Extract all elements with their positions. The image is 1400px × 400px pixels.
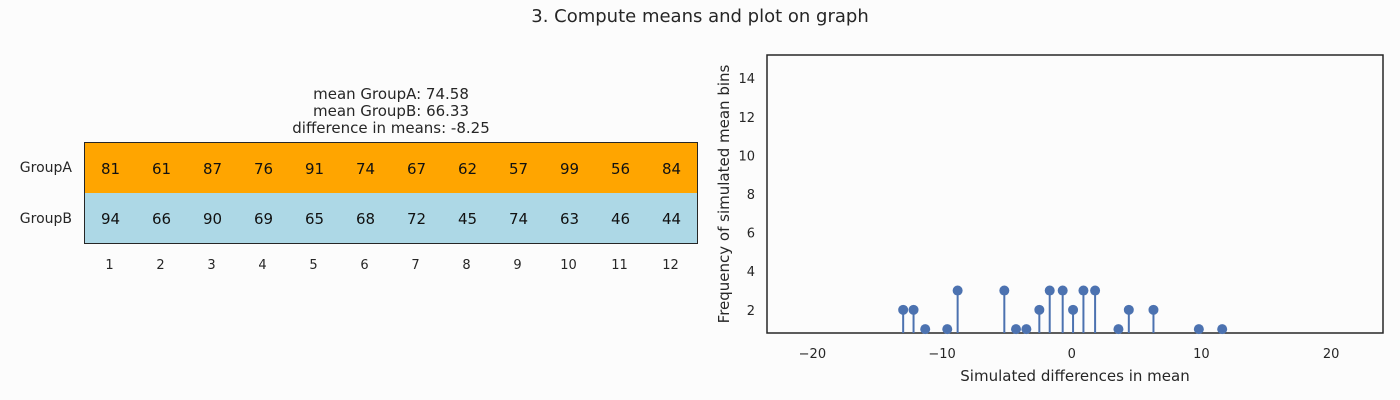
stem-marker	[920, 324, 931, 335]
table-cell: 66	[151, 210, 172, 228]
table-row-groupa: 81 61 87 76 91 74 67 62 57 99 56 84	[85, 143, 697, 193]
stem-marker	[952, 285, 963, 296]
column-label: 12	[662, 258, 679, 273]
stem-marker	[1193, 324, 1204, 335]
x-tick-label: 20	[1323, 347, 1340, 362]
stem-marker	[942, 324, 953, 335]
stem-marker	[1021, 324, 1032, 335]
table-cell: 61	[151, 160, 172, 178]
figure-title: 3. Compute means and plot on graph	[531, 6, 869, 27]
stem-marker	[1044, 285, 1055, 296]
y-axis-ticks: 2 4 6 8 10 12 14	[738, 72, 755, 319]
row-label-groupa: GroupA	[19, 160, 72, 176]
table-cell: 74	[508, 210, 529, 228]
mean-groupa-text: mean GroupA: 74.58	[313, 85, 469, 103]
table-cell: 87	[202, 160, 223, 178]
table-cell: 84	[661, 160, 682, 178]
table-cell: 90	[202, 210, 223, 228]
y-axis-label: Frequency of simulated mean bins	[715, 64, 733, 323]
stem-marker	[1148, 304, 1159, 315]
table-cell: 67	[406, 160, 427, 178]
column-label: 3	[207, 258, 216, 273]
stem-marker	[1123, 304, 1134, 315]
stem-marker	[1010, 324, 1021, 335]
mean-groupb-text: mean GroupB: 66.33	[312, 102, 470, 120]
data-table: 81 61 87 76 91 74 67 62 57 99 56 84 94 66 90 69 65 68 72 4…	[84, 142, 698, 244]
y-tick-label: 2	[747, 304, 755, 319]
x-tick-label: 10	[1193, 347, 1210, 362]
table-cell: 63	[559, 210, 580, 228]
x-tick-label: 0	[1068, 347, 1076, 362]
table-cell: 68	[355, 210, 376, 228]
table-cell: 99	[559, 160, 580, 178]
table-row-groupb: 94 66 90 69 65 68 72 45 74 63 46 44	[85, 193, 697, 243]
column-label: 4	[258, 258, 267, 273]
table-cell: 69	[253, 210, 274, 228]
y-tick-label: 12	[738, 111, 755, 126]
y-tick-label: 4	[747, 265, 755, 280]
table-cell: 44	[661, 210, 682, 228]
stem-marker	[908, 304, 919, 315]
column-label: 6	[360, 258, 369, 273]
row-label-groupb: GroupB	[19, 211, 72, 227]
stem-marker	[999, 285, 1010, 296]
table-cell: 72	[406, 210, 427, 228]
column-label: 11	[611, 258, 628, 273]
stem-marker	[1068, 304, 1079, 315]
stem-marker	[1113, 324, 1124, 335]
stem-marker	[1090, 285, 1101, 296]
column-label: 5	[309, 258, 318, 273]
y-tick-label: 14	[738, 72, 755, 87]
column-label: 8	[462, 258, 471, 273]
x-axis-label: Simulated differences in mean	[960, 367, 1189, 385]
means-summary: mean GroupA: 74.58 mean GroupB: 66.33 di…	[84, 86, 698, 137]
chart-stems	[898, 285, 1228, 335]
table-cell: 65	[304, 210, 325, 228]
x-tick-label: −10	[928, 347, 955, 362]
column-label: 2	[156, 258, 165, 273]
stem-marker	[898, 304, 909, 315]
plot-area	[766, 54, 1384, 334]
stem-marker	[1034, 304, 1045, 315]
y-tick-label: 6	[747, 227, 755, 242]
table-cell: 56	[610, 160, 631, 178]
table-cell: 76	[253, 160, 274, 178]
table-cell: 46	[610, 210, 631, 228]
x-tick-label: −20	[799, 347, 826, 362]
table-cell: 94	[100, 210, 121, 228]
table-cell: 91	[304, 160, 325, 178]
table-cell: 57	[508, 160, 529, 178]
x-axis-ticks: −20 −10 0 10 20	[799, 347, 1340, 362]
column-label: 7	[411, 258, 420, 273]
difference-text: difference in means: -8.25	[292, 119, 490, 137]
stem-marker	[1217, 324, 1228, 335]
column-label: 9	[513, 258, 522, 273]
stem-marker	[1078, 285, 1089, 296]
y-tick-label: 10	[738, 149, 755, 164]
table-cell: 81	[100, 160, 121, 178]
y-tick-label: 8	[747, 188, 755, 203]
stem-marker	[1057, 285, 1068, 296]
column-label: 10	[560, 258, 577, 273]
column-label: 1	[105, 258, 114, 273]
table-cell: 62	[457, 160, 478, 178]
table-cell: 45	[457, 210, 478, 228]
table-cell: 74	[355, 160, 376, 178]
